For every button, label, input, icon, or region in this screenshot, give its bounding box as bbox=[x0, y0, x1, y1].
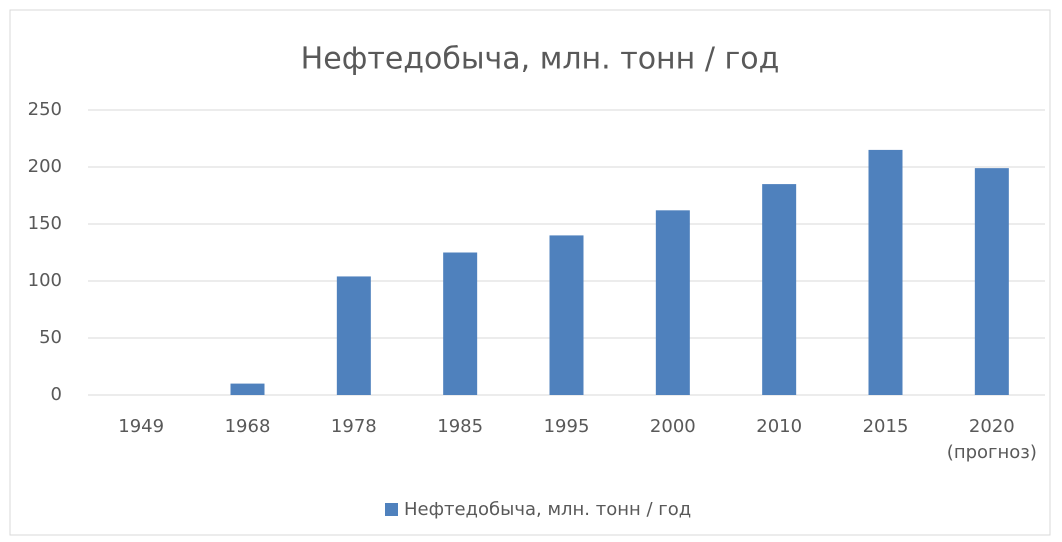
legend-swatch bbox=[385, 503, 398, 516]
y-tick-label: 250 bbox=[28, 99, 62, 120]
chart-title: Нефтедобыча, млн. тонн / год bbox=[301, 42, 780, 77]
x-tick-label-line: (прогноз) bbox=[947, 442, 1037, 463]
x-tick-label: 2020 (прогноз) bbox=[947, 416, 1037, 463]
x-tick-label: 2015 bbox=[863, 416, 909, 437]
bar bbox=[655, 210, 690, 395]
y-tick-label: 150 bbox=[28, 213, 62, 234]
x-tick-label: 1968 bbox=[225, 416, 271, 437]
bar bbox=[549, 235, 584, 395]
y-tick-label: 50 bbox=[39, 327, 62, 348]
x-tick-label: 2000 bbox=[650, 416, 696, 437]
x-tick-label: 1985 bbox=[437, 416, 483, 437]
bar bbox=[230, 383, 265, 395]
bar bbox=[336, 276, 371, 395]
y-tick-label: 0 bbox=[51, 384, 62, 405]
x-tick-label: 1949 bbox=[118, 416, 164, 437]
x-tick-label: 1995 bbox=[544, 416, 590, 437]
bar bbox=[762, 184, 797, 395]
x-tick-label-line: 2020 bbox=[969, 416, 1015, 437]
legend-label: Нефтедобыча, млн. тонн / год bbox=[404, 499, 691, 520]
x-tick-label: 1978 bbox=[331, 416, 377, 437]
y-tick-label: 100 bbox=[28, 270, 62, 291]
bar bbox=[443, 252, 478, 395]
y-tick-label: 200 bbox=[28, 156, 62, 177]
bar bbox=[868, 149, 903, 395]
bar bbox=[974, 168, 1009, 395]
x-tick-label: 2010 bbox=[756, 416, 802, 437]
